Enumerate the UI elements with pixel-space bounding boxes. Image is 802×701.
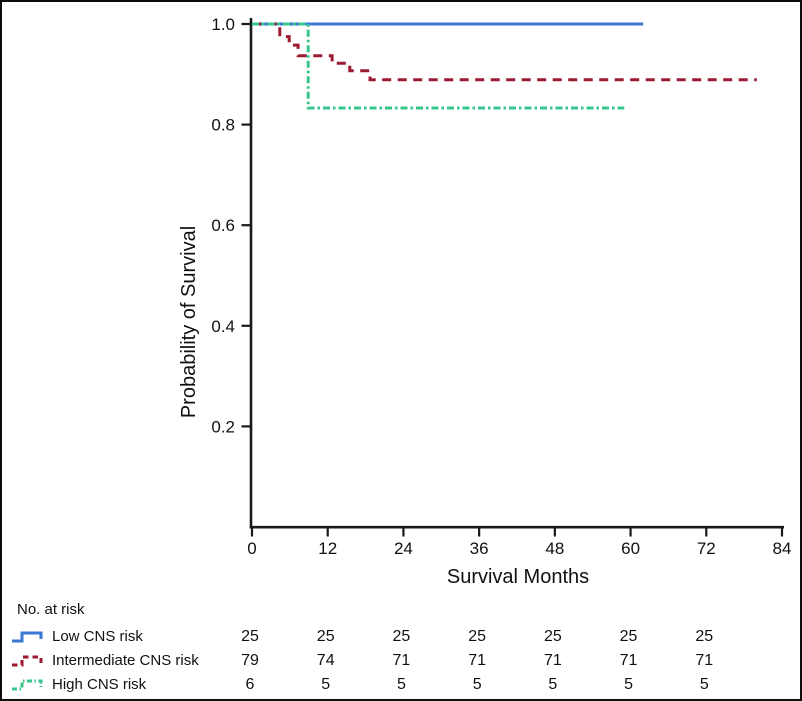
at-risk-count: 71 (543, 652, 562, 669)
at-risk-count: 74 (316, 652, 335, 669)
y-axis-title: Probability of Survival (178, 226, 200, 418)
at-risk-row-label: Intermediate CNS risk (52, 652, 199, 669)
at-risk-count: 71 (695, 652, 714, 669)
at-risk-count: 25 (316, 628, 335, 645)
x-tick-label: 60 (621, 539, 640, 558)
survival-curve-intermediate-cns-risk (252, 22, 757, 82)
at-risk-count: 25 (695, 628, 714, 645)
at-risk-count: 5 (624, 676, 634, 693)
at-risk-row-intermediate-cns-risk: Intermediate CNS risk 79 74 71 71 71 71 71 (2, 651, 800, 671)
x-tick-label: 36 (470, 539, 489, 558)
at-risk-row-low-cns-risk: Low CNS risk 25 25 25 25 25 25 25 (2, 627, 800, 647)
survival-curve-high-cns-risk (252, 22, 625, 110)
y-tick-label: 0.6 (211, 216, 235, 235)
at-risk-count: 79 (241, 652, 259, 669)
y-tick-label: 0.4 (211, 317, 235, 336)
solid-step-line-icon (12, 631, 43, 643)
at-risk-row-high-cns-risk: High CNS risk 6 5 5 5 5 5 5 (2, 675, 800, 695)
at-risk-count: 5 (699, 676, 709, 693)
x-tick-label: 84 (773, 539, 792, 558)
at-risk-count: 25 (241, 628, 259, 645)
at-risk-count: 71 (619, 652, 638, 669)
x-tick-label: 24 (394, 539, 413, 558)
at-risk-row-label: High CNS risk (52, 676, 147, 693)
at-risk-count: 25 (619, 628, 638, 645)
at-risk-row-label: Low CNS risk (52, 628, 143, 645)
y-tick-label: 0.2 (211, 417, 235, 436)
at-risk-count: 5 (548, 676, 558, 693)
y-tick-label: 0.8 (211, 116, 235, 135)
x-tick-label: 0 (247, 539, 256, 558)
at-risk-count: 5 (321, 676, 331, 693)
at-risk-count: 71 (392, 652, 411, 669)
at-risk-label: No. at risk (17, 601, 85, 618)
at-risk-count: 71 (468, 652, 487, 669)
x-tick-label: 48 (545, 539, 564, 558)
x-tick-label: 12 (318, 539, 337, 558)
at-risk-count: 25 (543, 628, 562, 645)
at-risk-count: 6 (245, 676, 255, 693)
y-tick-label: 1.0 (211, 15, 235, 34)
dashed-step-line-icon (12, 655, 43, 667)
at-risk-count: 5 (396, 676, 406, 693)
at-risk-count: 25 (392, 628, 411, 645)
at-risk-count: 5 (472, 676, 482, 693)
x-axis-title: Survival Months (447, 566, 589, 588)
dashdot-step-line-icon (12, 679, 43, 691)
at-risk-count: 25 (468, 628, 487, 645)
x-tick-label: 72 (697, 539, 716, 558)
